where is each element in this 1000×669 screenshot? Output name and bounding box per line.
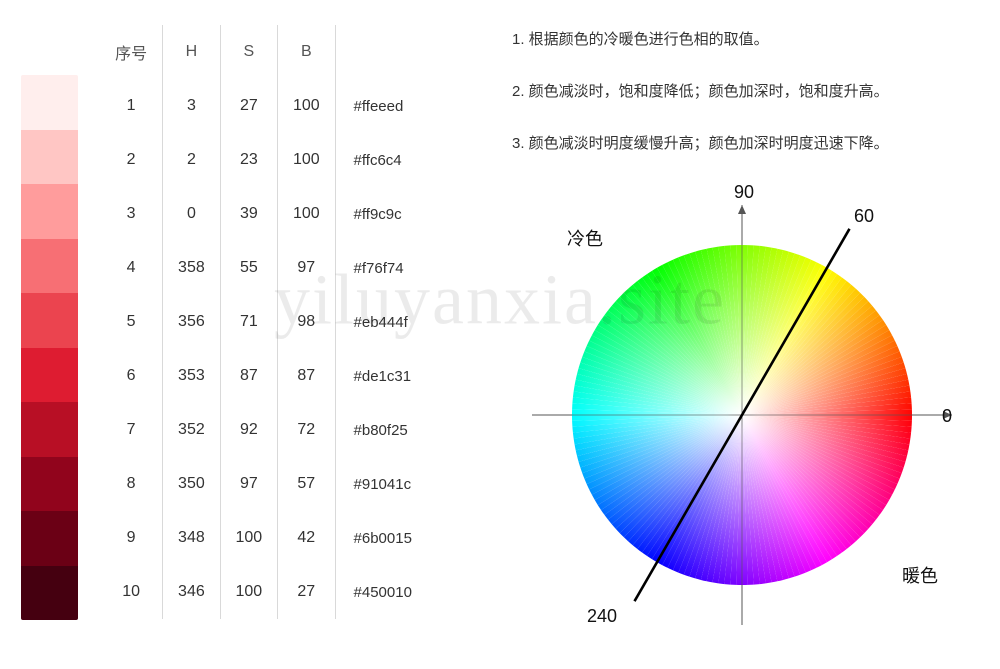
cell-bri: 100 [278, 133, 335, 187]
wheel-tick-label: 90 [734, 182, 754, 202]
swatch [21, 75, 78, 130]
wheel-region-label: 暖色 [902, 566, 938, 586]
cell-hue: 348 [163, 511, 220, 565]
cell-bri: 98 [278, 295, 335, 349]
th-hex [335, 25, 450, 79]
cell-hue: 356 [163, 295, 220, 349]
cell-index: 5 [100, 295, 163, 349]
cell-hex: #ffeeed [335, 79, 450, 133]
wheel-tick-label: 60 [854, 206, 874, 226]
th-index: 序号 [100, 25, 163, 79]
color-wheel-diagram: 90 60 0 240 冷色暖色 [512, 170, 972, 650]
cell-hex: #b80f25 [335, 403, 450, 457]
cell-hue: 352 [163, 403, 220, 457]
cell-sat: 92 [220, 403, 277, 457]
cell-hex: #6b0015 [335, 511, 450, 565]
cell-hex: #91041c [335, 457, 450, 511]
cell-bri: 100 [278, 79, 335, 133]
cell-hue: 3 [163, 79, 220, 133]
table-row: 1327100#ffeeed [100, 79, 450, 133]
table-row: 43585597#f76f74 [100, 241, 450, 295]
cell-index: 4 [100, 241, 163, 295]
table-row: 2223100#ffc6c4 [100, 133, 450, 187]
table-row: 934810042#6b0015 [100, 511, 450, 565]
cell-sat: 23 [220, 133, 277, 187]
wheel-region-label: 冷色 [567, 229, 603, 249]
wheel-tick-label: 0 [942, 406, 952, 426]
cell-hex: #450010 [335, 565, 450, 619]
cell-index: 1 [100, 79, 163, 133]
cell-hex: #de1c31 [335, 349, 450, 403]
cell-index: 2 [100, 133, 163, 187]
cell-bri: 97 [278, 241, 335, 295]
cell-hue: 346 [163, 565, 220, 619]
color-swatch-strip [21, 75, 78, 620]
color-wheel-svg: 90 60 0 240 冷色暖色 [512, 170, 972, 650]
rule-3: 3. 颜色减淡时明度缓慢升高；颜色加深时明度迅速下降。 [512, 132, 972, 156]
cell-hex: #ff9c9c [335, 187, 450, 241]
hsb-table: 序号 H S B 1327100#ffeeed2223100#ffc6c4303… [100, 25, 450, 619]
cell-bri: 87 [278, 349, 335, 403]
wheel-tick-label: 240 [587, 606, 617, 626]
swatch [21, 293, 78, 348]
rule-1: 1. 根据颜色的冷暖色进行色相的取值。 [512, 28, 972, 52]
th-sat: S [220, 25, 277, 79]
cell-hue: 0 [163, 187, 220, 241]
cell-index: 6 [100, 349, 163, 403]
cell-hex: #eb444f [335, 295, 450, 349]
cell-index: 7 [100, 403, 163, 457]
cell-bri: 27 [278, 565, 335, 619]
cell-hue: 353 [163, 349, 220, 403]
swatch [21, 348, 78, 403]
table-row: 73529272#b80f25 [100, 403, 450, 457]
cell-sat: 71 [220, 295, 277, 349]
cell-sat: 55 [220, 241, 277, 295]
table-row: 53567198#eb444f [100, 295, 450, 349]
cell-hue: 358 [163, 241, 220, 295]
cell-hex: #ffc6c4 [335, 133, 450, 187]
swatch [21, 130, 78, 185]
cell-sat: 100 [220, 565, 277, 619]
swatch [21, 457, 78, 512]
cell-hue: 2 [163, 133, 220, 187]
cell-bri: 42 [278, 511, 335, 565]
cell-bri: 100 [278, 187, 335, 241]
swatch [21, 566, 78, 621]
cell-sat: 87 [220, 349, 277, 403]
cell-bri: 57 [278, 457, 335, 511]
swatch [21, 239, 78, 294]
cell-sat: 39 [220, 187, 277, 241]
cell-bri: 72 [278, 403, 335, 457]
th-bri: B [278, 25, 335, 79]
table-row: 1034610027#450010 [100, 565, 450, 619]
cell-index: 10 [100, 565, 163, 619]
th-hue: H [163, 25, 220, 79]
cell-sat: 100 [220, 511, 277, 565]
cell-hue: 350 [163, 457, 220, 511]
cell-index: 9 [100, 511, 163, 565]
table-row: 83509757#91041c [100, 457, 450, 511]
swatch [21, 402, 78, 457]
table-row: 3039100#ff9c9c [100, 187, 450, 241]
rule-2: 2. 颜色减淡时，饱和度降低；颜色加深时，饱和度升高。 [512, 80, 972, 104]
cell-sat: 27 [220, 79, 277, 133]
swatch [21, 184, 78, 239]
cell-hex: #f76f74 [335, 241, 450, 295]
table-header-row: 序号 H S B [100, 25, 450, 79]
table-row: 63538787#de1c31 [100, 349, 450, 403]
cell-sat: 97 [220, 457, 277, 511]
swatch [21, 511, 78, 566]
cell-index: 8 [100, 457, 163, 511]
cell-index: 3 [100, 187, 163, 241]
rules-list: 1. 根据颜色的冷暖色进行色相的取值。 2. 颜色减淡时，饱和度降低；颜色加深时… [512, 28, 972, 184]
